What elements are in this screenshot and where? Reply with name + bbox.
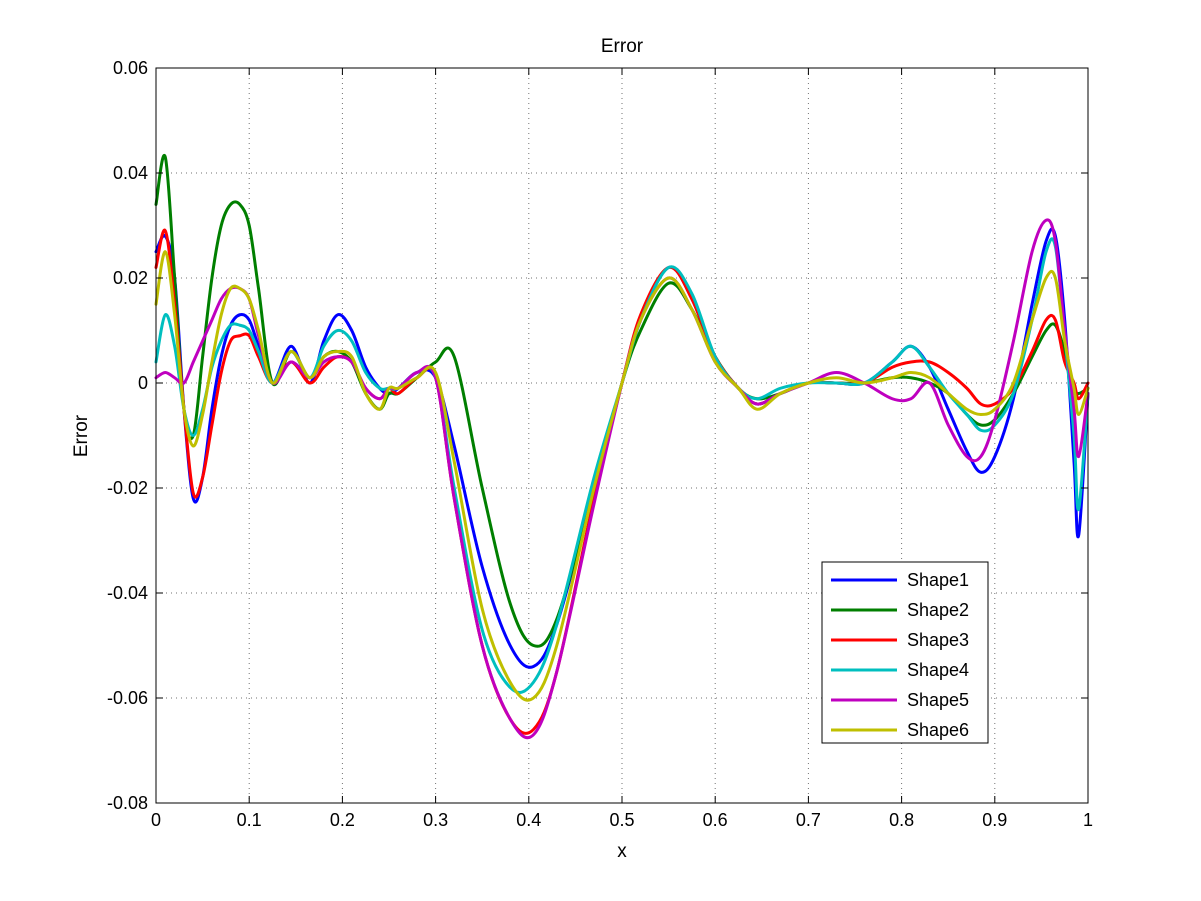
x-tick-label: 0.5 — [609, 810, 634, 830]
y-tick-label: -0.02 — [107, 478, 148, 498]
x-tick-label: 0.2 — [330, 810, 355, 830]
y-tick-label: 0.04 — [113, 163, 148, 183]
y-tick-label: 0.02 — [113, 268, 148, 288]
x-axis-ticks: 0 0.1 0.2 0.3 0.4 0.5 0.6 0.7 0.8 0.9 1 — [151, 68, 1093, 830]
x-tick-label: 0.4 — [516, 810, 541, 830]
legend-label-shape2: Shape2 — [907, 600, 969, 620]
legend-label-shape4: Shape4 — [907, 660, 969, 680]
x-tick-label: 1 — [1083, 810, 1093, 830]
y-axis-ticks: -0.08 -0.06 -0.04 -0.02 0 0.02 0.04 0.06 — [107, 58, 1088, 813]
x-tick-label: 0.3 — [423, 810, 448, 830]
legend-label-shape3: Shape3 — [907, 630, 969, 650]
legend-label-shape6: Shape6 — [907, 720, 969, 740]
x-tick-label: 0 — [151, 810, 161, 830]
chart-title: Error — [601, 36, 644, 57]
series-line-shape3 — [154, 228, 1090, 735]
x-tick-label: 0.1 — [237, 810, 262, 830]
series-line-shape6 — [154, 250, 1090, 702]
x-tick-label: 0.6 — [703, 810, 728, 830]
x-tick-label: 0.7 — [796, 810, 821, 830]
series-line-shape4 — [154, 237, 1090, 694]
x-axis-label: x — [617, 841, 627, 862]
legend-box — [821, 561, 989, 744]
legend: Shape1 Shape2 Shape3 Shape4 Shape5 Shape6 — [821, 561, 989, 744]
y-tick-label: 0 — [138, 373, 148, 393]
y-tick-label: -0.06 — [107, 688, 148, 708]
series-lines — [154, 153, 1090, 740]
x-tick-label: 0.8 — [889, 810, 914, 830]
y-axis-label: Error — [71, 414, 92, 457]
y-tick-label: 0.06 — [113, 58, 148, 78]
y-tick-label: -0.04 — [107, 583, 148, 603]
y-tick-label: -0.08 — [107, 793, 148, 813]
legend-label-shape1: Shape1 — [907, 570, 969, 590]
legend-label-shape5: Shape5 — [907, 690, 969, 710]
x-tick-label: 0.9 — [982, 810, 1007, 830]
